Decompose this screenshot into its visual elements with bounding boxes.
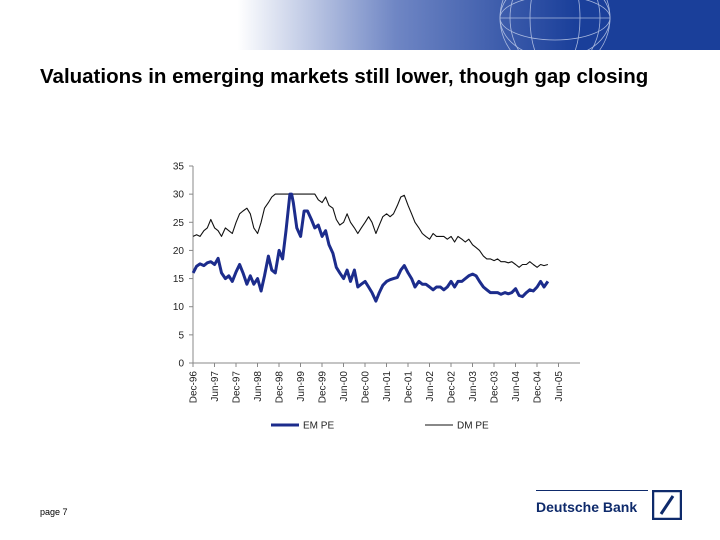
- x-tick-label: Dec-98: [275, 371, 286, 404]
- legend-label: EM PE: [303, 421, 334, 432]
- x-tick-label: Jun-04: [511, 371, 522, 402]
- x-tick-label: Jun-05: [554, 371, 565, 402]
- y-tick-label: 5: [178, 330, 184, 341]
- chart-legend: EM PE DM PE: [271, 421, 489, 432]
- x-tick-label: Dec-02: [447, 371, 458, 404]
- y-tick-label: 15: [173, 274, 185, 285]
- series-line-dm-pe: [192, 193, 549, 268]
- y-tick-label: 30: [173, 190, 185, 201]
- x-tick-label: Dec-03: [490, 371, 501, 404]
- x-tick-label: Jun-02: [425, 371, 436, 402]
- brand-name: Deutsche Bank: [536, 499, 638, 515]
- x-tick-label: Dec-04: [533, 371, 544, 404]
- chart-series: [191, 192, 550, 303]
- y-axis: 0 5 10 15 20 25 30 35: [173, 162, 194, 370]
- x-tick-label: Dec-01: [404, 371, 415, 404]
- x-tick-label: Dec-96: [189, 371, 200, 404]
- y-tick-label: 0: [178, 359, 184, 370]
- y-tick-label: 25: [173, 218, 185, 229]
- y-tick-label: 35: [173, 162, 185, 173]
- footer-rule: [536, 490, 648, 491]
- x-tick-label: Dec-00: [361, 371, 372, 404]
- x-tick-label: Dec-97: [232, 371, 243, 404]
- y-tick-label: 10: [173, 302, 185, 313]
- globe-icon: [499, 0, 611, 50]
- series-line-em-pe: [191, 192, 550, 303]
- slide-title: Valuations in emerging markets still low…: [40, 65, 649, 88]
- x-tick-label: Jun-98: [253, 371, 264, 402]
- x-tick-label: Dec-99: [318, 371, 329, 404]
- x-tick-label: Jun-99: [296, 371, 307, 402]
- x-tick-label: Jun-00: [339, 371, 350, 402]
- deutsche-bank-logo-icon: [652, 490, 682, 520]
- banner-graphic: [0, 0, 720, 50]
- y-tick-label: 20: [173, 246, 185, 257]
- x-axis: Dec-96 Jun-97 Dec-97 Jun-98 Dec-98 Jun-99 Dec-…: [189, 362, 580, 404]
- legend-label: DM PE: [457, 421, 489, 432]
- header-banner: [0, 0, 720, 50]
- x-tick-label: Jun-01: [382, 371, 393, 402]
- x-tick-label: Jun-97: [210, 371, 221, 402]
- page-number: page 7: [40, 507, 68, 517]
- x-tick-label: Jun-03: [468, 371, 479, 402]
